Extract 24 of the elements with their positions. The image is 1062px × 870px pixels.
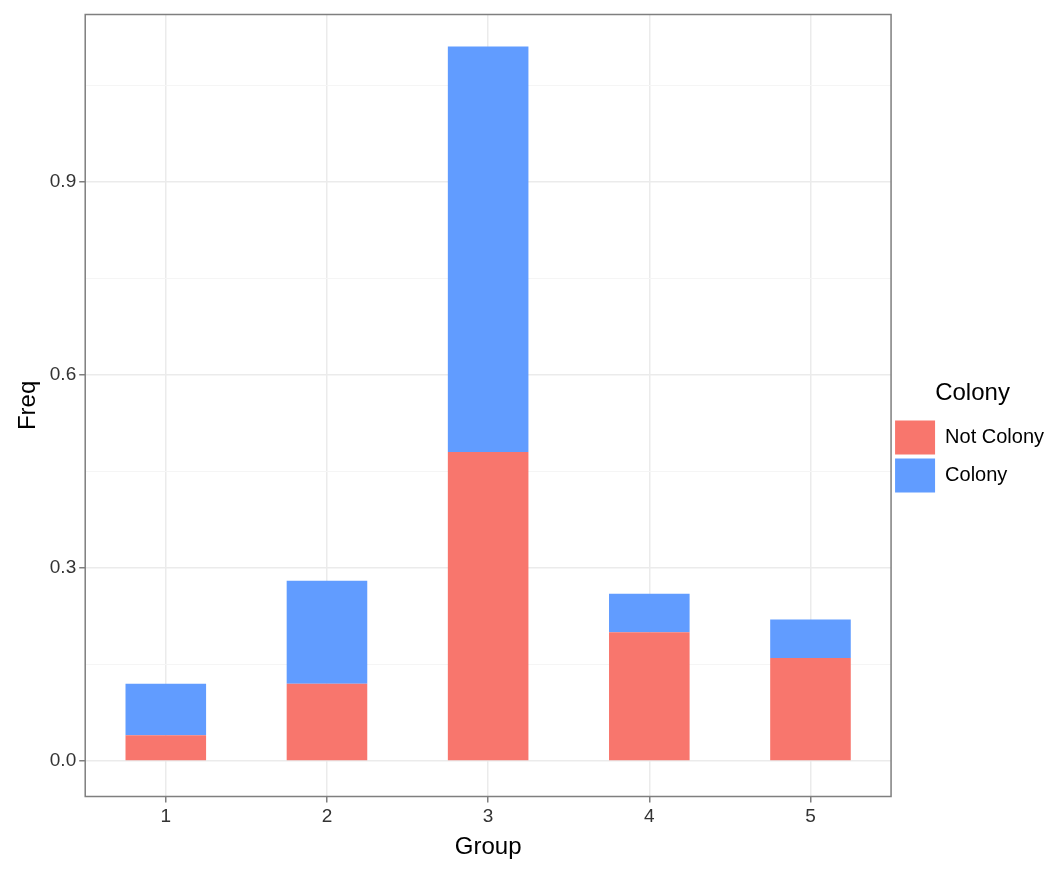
bar xyxy=(447,46,529,453)
y-tick-label: 0.0 xyxy=(49,749,77,771)
bar xyxy=(609,632,690,761)
x-axis-title: Group xyxy=(454,832,522,860)
bar xyxy=(125,735,207,761)
x-tick-label: 2 xyxy=(321,805,333,827)
legend-label: Colony xyxy=(945,462,1008,485)
y-tick-label: 0.9 xyxy=(49,169,77,191)
x-tick-label: 1 xyxy=(160,805,172,827)
legend-label: Not Colony xyxy=(945,424,1044,447)
y-tick-label: 0.3 xyxy=(49,556,77,578)
bar xyxy=(286,580,368,684)
bar xyxy=(286,683,368,761)
x-tick-label: 5 xyxy=(805,805,816,827)
x-tick-label: 3 xyxy=(482,805,494,827)
y-axis-title: Freq xyxy=(13,380,41,431)
bar xyxy=(770,658,851,761)
bar xyxy=(770,619,851,659)
y-tick-label: 0.6 xyxy=(49,363,77,385)
legend-title: Colony xyxy=(935,378,1010,406)
bar xyxy=(609,593,690,633)
x-tick-label: 4 xyxy=(644,805,656,827)
bar xyxy=(125,683,207,736)
bar xyxy=(447,452,529,761)
